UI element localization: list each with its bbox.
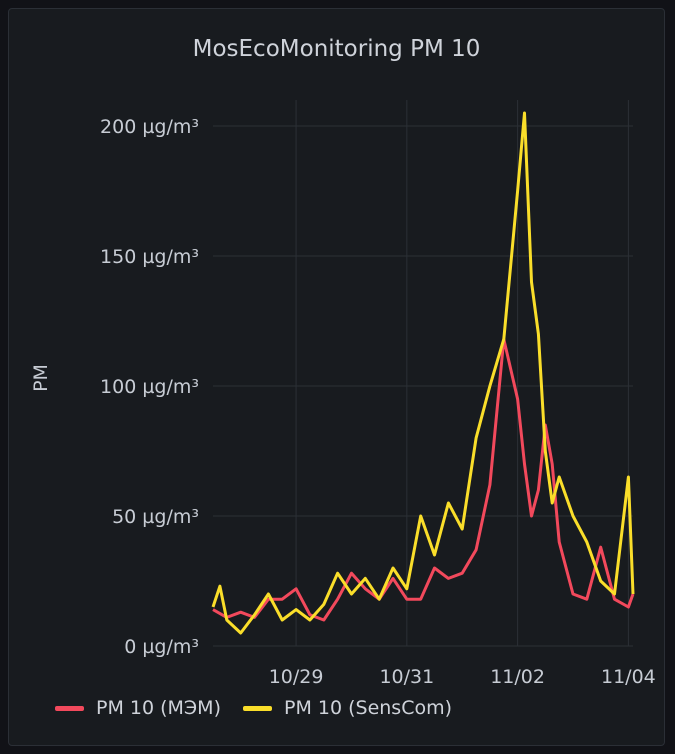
y-tick-label: 100 µg/m³ [100,376,199,398]
x-tick-label: 11/04 [601,666,656,688]
legend-swatch-pm10-mem [55,705,84,711]
series-line-pm10-senscom[interactable] [211,111,635,635]
x-axis-ticks: 10/29 10/31 11/02 11/04 [269,666,656,688]
x-tick-label: 10/31 [379,666,434,688]
x-tick-label: 11/02 [490,666,545,688]
series-lines [211,111,635,635]
grid [213,100,633,647]
legend-item-pm10-mem[interactable]: PM 10 (МЭМ) [55,697,221,719]
y-tick-label: 0 µg/m³ [124,636,199,658]
y-axis-ticks: 0 µg/m³ 50 µg/m³ 100 µg/m³ 150 µg/m³ 200 µg/… [100,116,199,658]
legend-item-pm10-senscom[interactable]: PM 10 (SensCom) [242,697,453,719]
y-tick-label: 50 µg/m³ [112,506,199,528]
y-tick-label: 150 µg/m³ [100,246,199,268]
y-axis-label: PM [30,364,52,392]
series-line-pm10-mem[interactable] [212,337,635,622]
legend-label-pm10-senscom: PM 10 (SensCom) [283,697,453,719]
y-tick-label: 200 µg/m³ [100,116,199,138]
x-tick-label: 10/29 [269,666,324,688]
chart-title: MosEcoMonitoring PM 10 [192,36,481,62]
legend-label-pm10-mem: PM 10 (МЭМ) [96,697,221,719]
legend-swatch-pm10-senscom [242,705,272,711]
chart-panel: MosEcoMonitoring PM 10 [8,8,665,746]
legend[interactable]: PM 10 (МЭМ) PM 10 (SensCom) [55,697,452,719]
